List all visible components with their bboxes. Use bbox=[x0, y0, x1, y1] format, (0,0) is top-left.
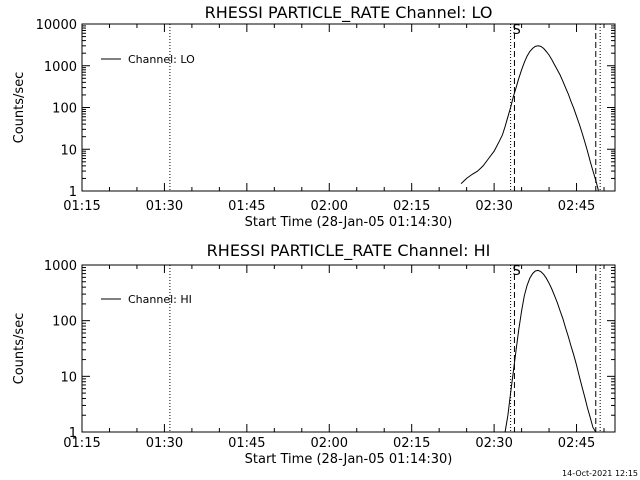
chart-panel-lo: RHESSI PARTICLE_RATE Channel: LO 01:15 01:… bbox=[12, 3, 616, 230]
chart-title-hi: RHESSI PARTICLE_RATE Channel: HI bbox=[207, 241, 491, 261]
legend-label-lo: Channel: LO bbox=[128, 53, 195, 66]
x-tick-label: 01:45 bbox=[228, 199, 265, 214]
chart-title-lo: RHESSI PARTICLE_RATE Channel: LO bbox=[205, 3, 493, 23]
x-tick-label: 01:15 bbox=[63, 436, 100, 451]
y-tick-label: 1000 bbox=[44, 60, 77, 75]
x-tick-label: 01:15 bbox=[63, 199, 100, 214]
x-tick-label: 02:15 bbox=[393, 436, 430, 451]
legend-label-hi: Channel: HI bbox=[128, 293, 192, 306]
x-tick-label: 02:45 bbox=[558, 436, 595, 451]
y-axis-label-hi: Counts/sec bbox=[12, 313, 27, 385]
y-tick-label: 10 bbox=[60, 370, 77, 385]
x-tick-label: 01:45 bbox=[228, 436, 265, 451]
chart-panel-hi: RHESSI PARTICLE_RATE Channel: HI 01:15 01:… bbox=[12, 241, 616, 467]
x-axis-label-hi: Start Time (28-Jan-05 01:14:30) bbox=[245, 452, 453, 467]
y-tick-label: 100 bbox=[52, 102, 77, 117]
x-tick-label: 01:30 bbox=[146, 436, 183, 451]
y-tick-label: 10 bbox=[60, 143, 77, 158]
marker-label: S bbox=[512, 23, 520, 38]
x-tick-label: 02:30 bbox=[475, 199, 512, 214]
x-tick-label: 02:00 bbox=[311, 199, 348, 214]
series-line-lo bbox=[460, 45, 599, 192]
x-tick-label: 02:15 bbox=[393, 199, 430, 214]
timestamp-label: 14-Oct-2021 12:15 bbox=[562, 469, 638, 478]
x-tick-label: 02:30 bbox=[475, 436, 512, 451]
x-axis-label-lo: Start Time (28-Jan-05 01:14:30) bbox=[245, 215, 453, 230]
marker-label: S bbox=[512, 264, 520, 279]
y-tick-label: 1 bbox=[69, 185, 77, 200]
x-tick-label: 02:00 bbox=[311, 436, 348, 451]
plot-frame-hi bbox=[81, 264, 616, 433]
series-line-hi bbox=[504, 269, 597, 433]
x-tick-label: 02:45 bbox=[558, 199, 595, 214]
x-tick-label: 01:30 bbox=[146, 199, 183, 214]
plot-frame-lo bbox=[81, 23, 616, 192]
y-tick-label: 10000 bbox=[36, 18, 77, 33]
y-tick-label: 1000 bbox=[44, 259, 77, 274]
y-axis-label-lo: Counts/sec bbox=[12, 72, 27, 144]
y-tick-label: 100 bbox=[52, 315, 77, 330]
y-tick-label: 1 bbox=[69, 426, 77, 441]
